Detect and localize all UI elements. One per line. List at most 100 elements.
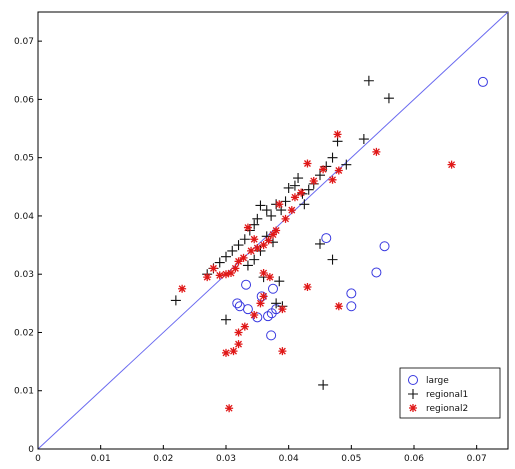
regional2-point [290, 193, 299, 202]
regional2-point [334, 166, 343, 175]
large-point [266, 330, 277, 341]
regional1-point [289, 180, 300, 191]
regional2-point [250, 235, 259, 244]
legend-box [399, 367, 501, 419]
large-point [266, 308, 277, 319]
y-tick-label: 0.07 [14, 37, 34, 47]
regional1-point [227, 245, 238, 256]
regional1-point [261, 205, 272, 216]
large-point [268, 283, 278, 294]
regional2-point [253, 243, 262, 252]
regional2-point [265, 273, 274, 282]
regional2-point [259, 269, 268, 278]
x-tick-label: 0.02 [153, 454, 173, 464]
x-tick-label: 0.06 [404, 454, 424, 464]
regional2-point [275, 200, 284, 209]
regional2-point [372, 147, 381, 156]
y-tick-label: 0 [28, 445, 34, 455]
x-tick-label: 0.03 [216, 454, 236, 464]
large-point [371, 267, 382, 278]
regional2-point [303, 159, 312, 168]
regional2-point [227, 269, 236, 278]
x-tick-label: 0.04 [279, 454, 299, 464]
regional2-point [243, 223, 252, 232]
regional1-point [214, 257, 225, 268]
regional2-point [447, 160, 456, 169]
regional2-point [209, 264, 218, 273]
regional2-point [309, 176, 318, 185]
regional1-point [266, 210, 277, 221]
regional2-point [272, 226, 281, 235]
plot-frame [37, 11, 509, 450]
large-point [321, 233, 332, 244]
legend-marker-regional1 [408, 389, 418, 399]
regional2-point [240, 322, 249, 331]
regional2-point [328, 175, 337, 184]
regional2-point [239, 253, 248, 262]
x-tick-label: 0.05 [341, 454, 361, 464]
regional2-point [231, 264, 240, 273]
regional2-point [178, 284, 187, 293]
regional1-point [383, 93, 394, 104]
large-point [232, 298, 243, 309]
regional1-point [274, 276, 285, 287]
large-point [346, 301, 357, 312]
regional2-point [319, 165, 328, 174]
regional2-point [297, 188, 306, 197]
legend: large regional1 regional2 [399, 367, 501, 419]
regional2-point [234, 328, 243, 337]
regional1-point [242, 260, 253, 271]
regional2-point [256, 299, 265, 308]
x-axis-ticks: 0 0.01 0.02 0.03 0.04 0.05 0.06 0.07 [35, 445, 487, 464]
y-tick-label: 0.01 [14, 387, 34, 397]
regional1-point [327, 152, 338, 163]
regional2-point [334, 302, 343, 311]
x-tick-label: 0.01 [91, 454, 111, 464]
regional2-point [222, 270, 230, 279]
regional2-point [264, 236, 273, 245]
regional1-point [255, 200, 266, 211]
regional2-point [215, 271, 224, 280]
legend-label-large: large [426, 376, 449, 386]
regional2-point [259, 241, 268, 250]
regional2-point [234, 257, 243, 266]
points-layer [170, 75, 488, 413]
regional2-point [333, 130, 342, 139]
regional1-point [252, 213, 263, 224]
regional2-point [303, 283, 312, 292]
regional1-point [221, 251, 231, 262]
regional2-point [259, 292, 268, 301]
regional1-point [249, 254, 260, 265]
large-point [252, 312, 263, 323]
regional1-point [299, 199, 310, 210]
regional2-point [247, 246, 256, 255]
regional1-point [358, 134, 369, 145]
regional2-point [278, 347, 287, 356]
large-point [346, 288, 357, 299]
regional1-point [283, 182, 294, 193]
regional1-point [341, 159, 352, 170]
regional2-point [250, 310, 259, 319]
regional1-point [271, 298, 282, 309]
regional2-point [269, 230, 277, 239]
large-point [241, 279, 252, 290]
y-tick-label: 0.04 [14, 212, 34, 222]
regional2-point [229, 347, 238, 356]
regional1-point [318, 379, 329, 390]
legend-marker-large [408, 375, 418, 385]
y-tick-label: 0.02 [14, 328, 34, 338]
large-point [262, 311, 273, 322]
y-tick-label: 0.03 [14, 270, 34, 280]
regional2-point [278, 305, 287, 314]
regional1-point [363, 75, 374, 86]
regional1-point [239, 234, 250, 245]
regional2-point [222, 348, 230, 357]
x-tick-label: 0 [35, 454, 41, 464]
regional2-point [281, 214, 290, 223]
y-axis-ticks: 0 0.01 0.02 0.03 0.04 0.05 0.06 0.07 [14, 37, 42, 455]
regional1-point [233, 240, 244, 251]
legend-label-regional2: regional2 [426, 404, 468, 414]
large-point [477, 76, 488, 87]
regional1-point [221, 314, 231, 325]
